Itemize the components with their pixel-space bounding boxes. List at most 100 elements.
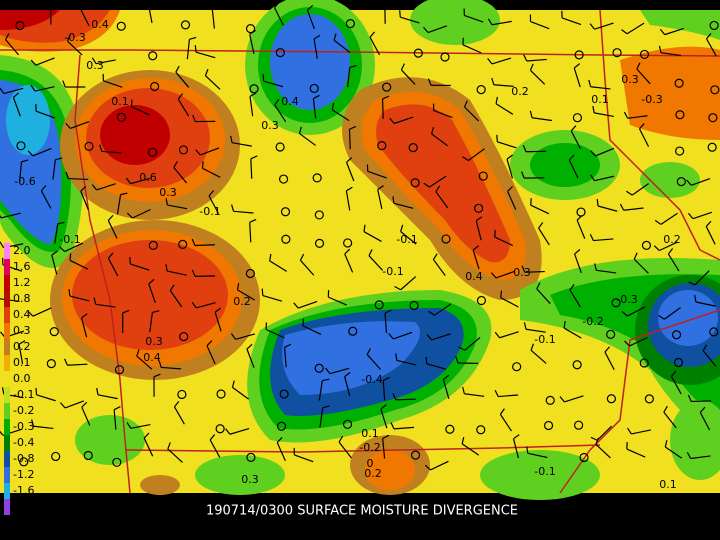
calm-circle (309, 83, 319, 94)
calm-circle (278, 174, 289, 184)
barb (595, 147, 615, 157)
barb-flag (66, 34, 71, 42)
barb-flag (432, 253, 438, 260)
contour-label: -0.3 (641, 93, 662, 106)
calm-circle (612, 48, 622, 58)
barb-flag (0, 87, 5, 94)
contour-label: 0.2 (233, 295, 251, 308)
barb (175, 71, 190, 88)
barb-flag (346, 157, 353, 163)
contour-label: 0.2 (511, 85, 529, 98)
barb (333, 39, 351, 53)
barb-flag (249, 29, 256, 35)
barb (530, 204, 550, 215)
barb (269, 260, 288, 272)
barb (524, 270, 545, 273)
barb (690, 178, 711, 186)
barb (694, 270, 710, 286)
contour-label: -0.1 (199, 205, 220, 218)
calm-circle (112, 457, 122, 467)
barb (636, 68, 651, 85)
calm-circle (710, 85, 720, 95)
calm-circle (674, 78, 684, 88)
barb (67, 40, 83, 56)
barb-flag (705, 220, 712, 227)
barb-flag (346, 186, 353, 192)
contour-label: 0.1 (361, 427, 379, 440)
barb-flag (211, 4, 219, 10)
barb-flag (68, 289, 71, 297)
barb (623, 207, 644, 211)
barb-flag (389, 117, 395, 124)
barb (299, 133, 316, 146)
calm-circle (116, 112, 127, 122)
barb-flag (165, 264, 168, 272)
barb (143, 437, 154, 457)
barb-flag (148, 278, 155, 285)
barb (35, 110, 56, 119)
region (100, 105, 170, 165)
barb (464, 106, 480, 122)
barb (576, 219, 586, 239)
barb-flag (576, 214, 583, 221)
contour-label: 0.3 (621, 73, 639, 86)
barb-flag (274, 1, 280, 8)
colorbar-label: -0.4 (13, 436, 34, 449)
barb-flag (0, 215, 2, 219)
barb-flag (5, 33, 10, 40)
barb (300, 259, 315, 276)
colorbar-swatch (4, 275, 10, 291)
barb-flag (670, 370, 677, 377)
barb-flag (487, 58, 493, 65)
barb-flag (113, 406, 121, 411)
barb-flag (702, 344, 708, 352)
barb (367, 170, 387, 179)
barb-flag (621, 29, 628, 35)
region (195, 455, 285, 495)
barb-flag (167, 442, 171, 450)
colorbar-label: 0.3 (13, 324, 31, 337)
colorbar-swatch (4, 307, 10, 323)
barb-flag (65, 122, 71, 129)
barb (34, 86, 55, 92)
colorbar-swatch (4, 435, 10, 451)
barb-flag (426, 334, 433, 341)
barb-flag (208, 190, 215, 197)
barb (695, 301, 716, 307)
barb (525, 328, 546, 333)
barb-flag (0, 430, 4, 436)
contour-label: 0.3 (159, 186, 177, 199)
barb-flag (399, 10, 401, 18)
barb-flag (204, 68, 209, 76)
calm-circle (249, 84, 259, 94)
barb (167, 204, 188, 210)
contour-label: 0.4 (91, 18, 109, 31)
barb (1, 212, 21, 219)
barb (597, 205, 618, 212)
barb-flag (522, 145, 527, 152)
calm-circle (512, 362, 522, 372)
barb (699, 412, 711, 431)
contour-label: -0.3 (616, 293, 637, 306)
barb-flag (214, 307, 222, 313)
barb (344, 253, 354, 273)
barb (173, 406, 185, 425)
barb (331, 109, 350, 122)
contour-label: 0.4 (465, 270, 483, 283)
barb-flag (18, 340, 26, 345)
barb (69, 259, 89, 270)
barb-flag (423, 182, 430, 188)
barb (329, 367, 350, 375)
calm-circle (314, 210, 324, 220)
contour-label: 0.1 (659, 478, 677, 491)
barb-flag (384, 309, 392, 314)
contour-label: 0.4 (143, 351, 161, 364)
barb-flag (126, 422, 132, 429)
barb-flag (694, 295, 697, 303)
barb (283, 347, 287, 368)
barb-flag (368, 249, 373, 256)
barb-flag (461, 436, 465, 445)
calm-circle (312, 173, 322, 183)
barb (667, 253, 680, 272)
contour-label: -0.1 (396, 233, 417, 246)
